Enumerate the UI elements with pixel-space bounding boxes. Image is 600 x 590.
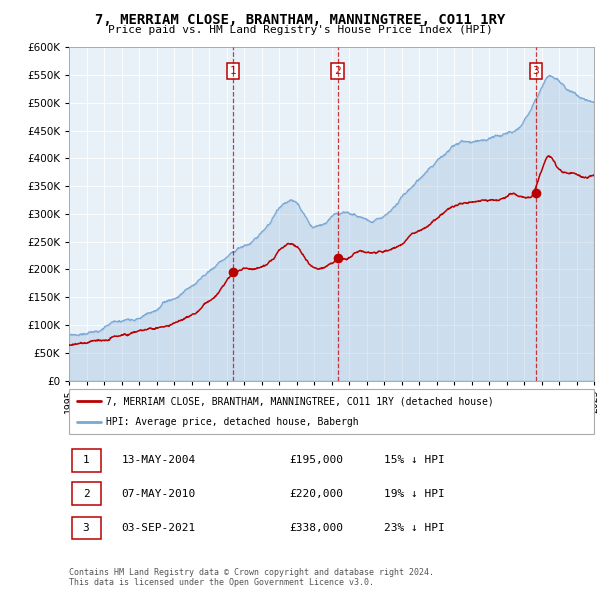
Text: 3: 3 (83, 523, 89, 533)
Text: 1: 1 (83, 455, 89, 465)
Text: £338,000: £338,000 (290, 523, 343, 533)
Text: 7, MERRIAM CLOSE, BRANTHAM, MANNINGTREE, CO11 1RY: 7, MERRIAM CLOSE, BRANTHAM, MANNINGTREE,… (95, 13, 505, 27)
Text: Contains HM Land Registry data © Crown copyright and database right 2024.
This d: Contains HM Land Registry data © Crown c… (69, 568, 434, 587)
Text: 3: 3 (532, 66, 539, 76)
Text: 23% ↓ HPI: 23% ↓ HPI (384, 523, 445, 533)
Text: 19% ↓ HPI: 19% ↓ HPI (384, 489, 445, 499)
Text: 2: 2 (334, 66, 341, 76)
Text: 15% ↓ HPI: 15% ↓ HPI (384, 455, 445, 465)
Text: £220,000: £220,000 (290, 489, 343, 499)
FancyBboxPatch shape (71, 483, 101, 505)
FancyBboxPatch shape (69, 389, 594, 434)
Text: 13-MAY-2004: 13-MAY-2004 (121, 455, 196, 465)
Text: 07-MAY-2010: 07-MAY-2010 (121, 489, 196, 499)
Text: 7, MERRIAM CLOSE, BRANTHAM, MANNINGTREE, CO11 1RY (detached house): 7, MERRIAM CLOSE, BRANTHAM, MANNINGTREE,… (106, 396, 493, 407)
Text: 2: 2 (83, 489, 89, 499)
FancyBboxPatch shape (71, 517, 101, 539)
Text: Price paid vs. HM Land Registry's House Price Index (HPI): Price paid vs. HM Land Registry's House … (107, 25, 493, 35)
Text: £195,000: £195,000 (290, 455, 343, 465)
Text: HPI: Average price, detached house, Babergh: HPI: Average price, detached house, Babe… (106, 417, 358, 427)
FancyBboxPatch shape (71, 449, 101, 471)
Text: 1: 1 (229, 66, 236, 76)
Text: 03-SEP-2021: 03-SEP-2021 (121, 523, 196, 533)
